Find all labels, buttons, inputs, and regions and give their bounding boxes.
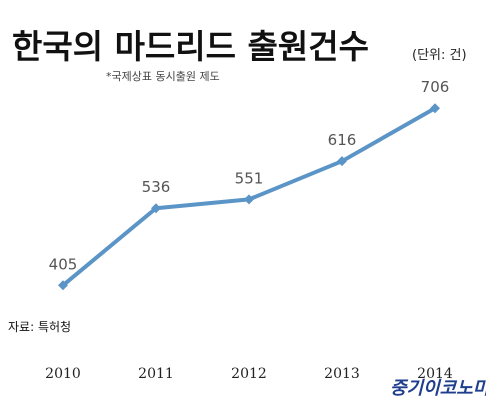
- chart-title: 한국의 마드리드 출원건수: [12, 27, 369, 66]
- data-label-2013: 616: [328, 131, 357, 149]
- x-tick-label-2011: 2011: [138, 366, 174, 382]
- data-label-2011: 536: [142, 178, 171, 196]
- data-point-2010: [58, 280, 68, 291]
- source-note: 자료: 특허청: [8, 320, 72, 334]
- publisher-logo: 중기이코노미: [390, 378, 486, 399]
- plot-area: 405 2010 536 2011 551 2012 616 2013 706 2014: [45, 78, 453, 382]
- data-point-2013: [337, 156, 347, 167]
- data-label-2012: 551: [235, 169, 264, 187]
- data-point-2014: [430, 103, 440, 114]
- chart-subtitle: *국제상표 동시출원 제도: [106, 70, 220, 83]
- data-label-2014: 706: [421, 78, 450, 96]
- data-point-2011: [151, 203, 161, 214]
- unit-label: (단위: 건): [412, 48, 467, 63]
- x-tick-label-2014: 2014: [417, 366, 453, 382]
- x-tick-label-2010: 2010: [45, 366, 81, 382]
- x-tick-label-2012: 2012: [231, 366, 267, 382]
- x-tick-label-2013: 2013: [324, 366, 360, 382]
- data-point-2012: [244, 194, 254, 205]
- data-label-2010: 405: [49, 255, 78, 273]
